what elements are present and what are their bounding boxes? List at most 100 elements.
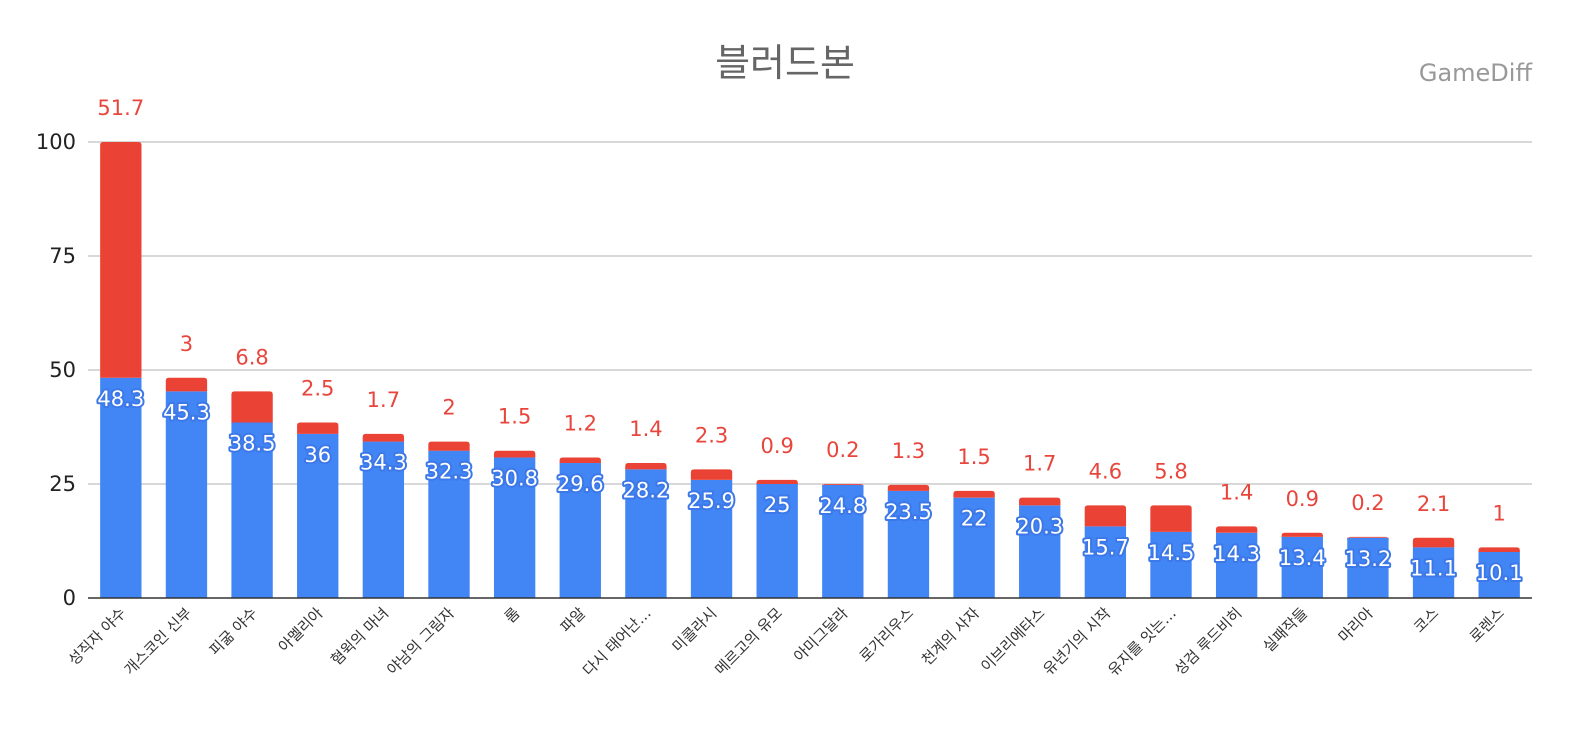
data-label-top: 1.5 bbox=[957, 445, 990, 469]
x-tick-label: 실패작들 bbox=[1259, 604, 1311, 656]
data-label-bottom: 48.3 bbox=[97, 387, 144, 411]
data-label-bottom: 14.3 bbox=[1213, 542, 1260, 566]
bar-segment-top bbox=[1478, 547, 1520, 552]
bar-segment-bottom bbox=[887, 490, 930, 598]
x-tick-label: 아멜리아 bbox=[275, 604, 327, 656]
data-label-bottom: 24.8 bbox=[819, 494, 866, 518]
bar-segment-bottom bbox=[559, 463, 601, 598]
bars bbox=[100, 142, 1520, 598]
bar-segment-top bbox=[1019, 497, 1061, 506]
data-label-bottom: 25.9 bbox=[688, 489, 735, 513]
x-tick-label: 야남의 그림자 bbox=[383, 604, 458, 679]
x-tick-label: 파알 bbox=[557, 604, 589, 636]
data-label-bottom: 13.2 bbox=[1345, 547, 1392, 571]
bar-segment-bottom bbox=[1412, 547, 1455, 598]
data-label-bottom: 36 bbox=[304, 443, 331, 467]
x-tick-label: 미콜라시 bbox=[669, 604, 721, 656]
data-label-bottom: 22 bbox=[961, 507, 988, 531]
data-label-bottom: 38.5 bbox=[229, 431, 276, 455]
bar-segment-bottom bbox=[1281, 536, 1323, 598]
data-label-top: 6.8 bbox=[235, 345, 268, 369]
data-label-bottom: 20.3 bbox=[1016, 514, 1063, 538]
y-tick-label: 25 bbox=[49, 472, 76, 496]
data-label-bottom: 23.5 bbox=[885, 500, 932, 524]
x-tick-label: 롬 bbox=[501, 604, 524, 627]
data-label-top: 3 bbox=[180, 332, 193, 356]
bar-segment-top bbox=[428, 441, 470, 451]
x-tick-label: 천계의 사자 bbox=[918, 604, 983, 669]
bar-segment-bottom bbox=[1347, 537, 1389, 598]
bar-segment-bottom bbox=[690, 479, 733, 598]
data-label-top: 0.9 bbox=[1286, 487, 1319, 511]
bar-segment-bottom bbox=[822, 484, 864, 598]
bar-segment-bottom bbox=[756, 484, 798, 598]
bar-segment-top bbox=[1412, 537, 1455, 548]
data-label-top: 2.5 bbox=[301, 376, 334, 400]
data-label-top: 1.4 bbox=[629, 417, 662, 441]
data-label-top: 51.7 bbox=[97, 96, 144, 120]
x-tick-label: 코스 bbox=[1410, 604, 1442, 636]
data-label-top: 1 bbox=[1492, 501, 1505, 525]
bar-segment-bottom bbox=[625, 469, 667, 598]
data-label-top: 1.5 bbox=[498, 405, 531, 429]
bar-segment-bottom bbox=[1478, 551, 1520, 598]
x-tick-label: 혐윅의 마녀 bbox=[327, 604, 392, 669]
watermark-text: GameDiff bbox=[1419, 59, 1533, 87]
x-tick-label: 성직자 야수 bbox=[65, 604, 130, 669]
bar-segment-bottom bbox=[428, 450, 470, 598]
data-label-top: 0.2 bbox=[1351, 491, 1384, 515]
bar-segment-top bbox=[231, 391, 273, 423]
x-tick-label: 개스코인 신부 bbox=[121, 604, 196, 679]
bar-segment-bottom bbox=[100, 377, 142, 598]
x-tick-label: 성검 루드비히 bbox=[1171, 604, 1246, 679]
x-tick-label: 유년기의 시작 bbox=[1040, 604, 1115, 679]
data-label-top: 1.4 bbox=[1220, 480, 1253, 504]
bar-segment-top bbox=[1084, 505, 1127, 527]
bar-segment-bottom bbox=[165, 391, 208, 598]
data-label-top: 1.3 bbox=[892, 439, 925, 463]
bar-segment-top bbox=[756, 479, 798, 484]
bar-segment-top bbox=[1281, 532, 1323, 537]
data-label-bottom: 30.8 bbox=[491, 467, 538, 491]
x-tick-label: 다시 태어난… bbox=[579, 604, 655, 680]
y-axis-ticks: 0 25 50 75 100 bbox=[36, 130, 76, 610]
bar-segment-top bbox=[625, 463, 667, 470]
data-label-bottom: 28.2 bbox=[623, 478, 670, 502]
x-tick-label: 로가리우스 bbox=[856, 604, 918, 666]
bar-segment-top bbox=[953, 490, 995, 498]
data-label-bottom: 32.3 bbox=[426, 460, 473, 484]
data-label-top: 5.8 bbox=[1154, 459, 1187, 483]
bar-segment-bottom bbox=[297, 433, 339, 598]
y-tick-label: 0 bbox=[63, 586, 76, 610]
bar-segment-bottom bbox=[1150, 531, 1192, 598]
data-label-top: 0.2 bbox=[826, 438, 859, 462]
bar-segment-bottom bbox=[1215, 532, 1258, 598]
bar-segment-top bbox=[1150, 505, 1192, 532]
x-tick-label: 피굶 야수 bbox=[206, 604, 261, 659]
bar-segment-top bbox=[822, 484, 864, 487]
bar-segment-top bbox=[362, 433, 405, 442]
x-tick-label: 마리아 bbox=[1335, 604, 1377, 646]
y-tick-label: 50 bbox=[49, 358, 76, 382]
bar-segment-bottom bbox=[231, 422, 273, 598]
y-tick-label: 100 bbox=[36, 130, 76, 154]
bar-segment-bottom bbox=[1019, 505, 1061, 598]
x-tick-label: 아미그달라 bbox=[790, 604, 852, 666]
bar-segment-top bbox=[559, 457, 601, 464]
data-label-bottom: 10.1 bbox=[1476, 561, 1523, 585]
x-tick-label: 메르고의 유모 bbox=[711, 604, 786, 679]
grid-lines bbox=[88, 141, 1532, 485]
x-tick-label: 로렌스 bbox=[1466, 604, 1508, 646]
data-label-bottom: 29.6 bbox=[557, 472, 604, 496]
data-label-bottom: 15.7 bbox=[1082, 535, 1129, 559]
x-tick-label: 이브리에타스 bbox=[977, 604, 1048, 675]
bar-segment-bottom bbox=[1084, 526, 1127, 598]
data-label-bottom: 34.3 bbox=[360, 451, 407, 475]
bar-segment-top bbox=[165, 377, 208, 392]
bar-segment-bottom bbox=[362, 441, 405, 598]
data-label-top: 0.9 bbox=[760, 434, 793, 458]
chart-title: 블러드본 bbox=[715, 41, 855, 85]
data-label-top: 2.1 bbox=[1417, 492, 1450, 516]
